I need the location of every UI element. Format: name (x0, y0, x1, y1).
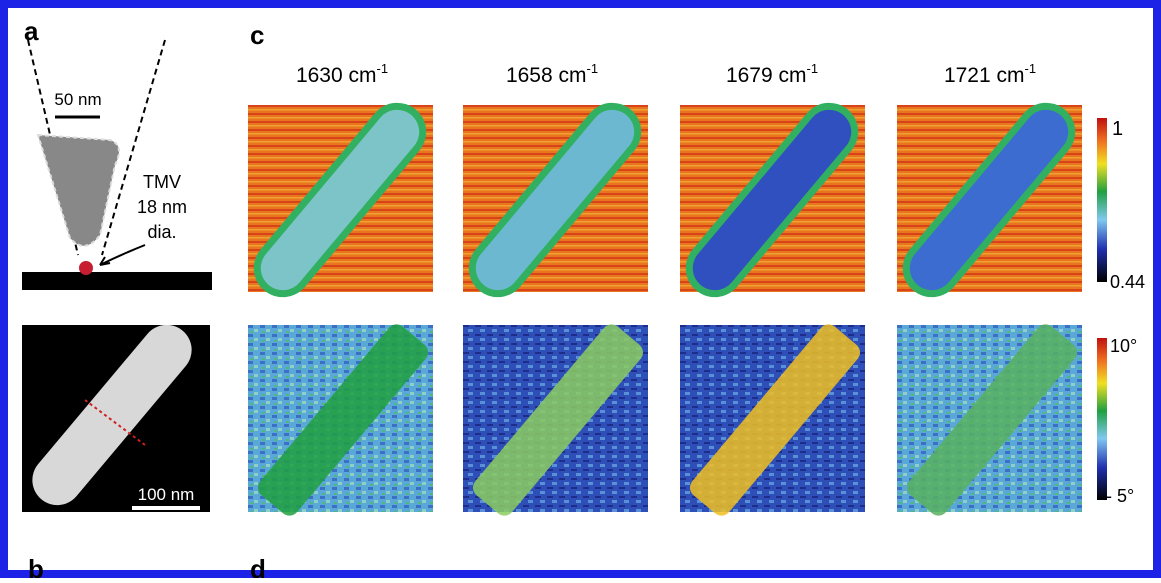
column-header: 1679 cm-1 (726, 61, 818, 87)
header-text: 1679 cm (726, 64, 807, 87)
panel-label: c (250, 20, 264, 50)
colorbar (1097, 338, 1107, 500)
tip-schematic (22, 39, 212, 290)
header-text: 1658 cm (506, 64, 587, 87)
header-sup: -1 (1024, 61, 1036, 76)
amplitude-map (463, 102, 648, 298)
header-sup: -1 (806, 61, 818, 76)
amplitude-map (248, 102, 433, 298)
panel-label: b (28, 554, 44, 578)
sample-label: TMV (143, 172, 181, 192)
scale-label: 100 nm (138, 485, 195, 504)
colorbar-label: 10° (1110, 336, 1137, 356)
sample-label: 18 nm (137, 197, 187, 217)
amplitude-map (680, 102, 865, 298)
colorbar-label: - 5° (1106, 486, 1134, 506)
phase-map (248, 324, 433, 516)
panel-label: d (250, 554, 266, 578)
colorbar-label: 0.44 (1110, 272, 1145, 292)
column-header: 1721 cm-1 (944, 61, 1036, 87)
header-sup: -1 (586, 61, 598, 76)
header-text: 1721 cm (944, 64, 1025, 87)
column-header: 1630 cm-1 (296, 61, 388, 87)
phase-map (680, 324, 865, 516)
scale-label: 50 nm (54, 90, 101, 109)
panel-label: a (24, 16, 39, 46)
topography-image (22, 324, 210, 512)
colorbar (1097, 118, 1107, 282)
header-sup: -1 (376, 61, 388, 76)
column-header: 1658 cm-1 (506, 61, 598, 87)
phase-map (897, 324, 1082, 516)
amplitude-map (897, 102, 1082, 298)
sample-label: dia. (147, 222, 176, 242)
header-text: 1630 cm (296, 64, 377, 87)
colorbar-label: 1 (1112, 118, 1123, 140)
phase-map (463, 324, 648, 516)
